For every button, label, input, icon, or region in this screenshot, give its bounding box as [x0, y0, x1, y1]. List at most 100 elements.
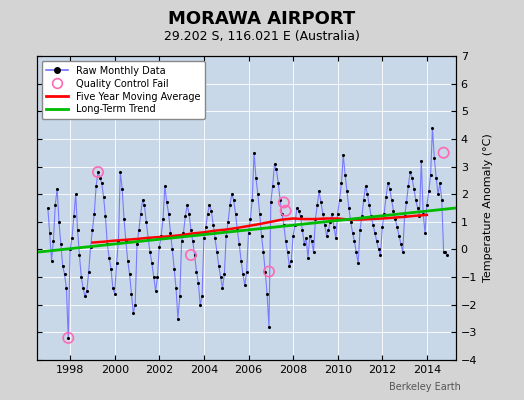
Point — [305, 232, 314, 239]
Point — [51, 202, 59, 208]
Point — [276, 196, 285, 203]
Point — [423, 202, 431, 208]
Point — [213, 249, 221, 256]
Point — [300, 241, 309, 247]
Point — [161, 183, 169, 189]
Point — [154, 274, 162, 280]
Point — [254, 191, 262, 197]
Point — [118, 186, 126, 192]
Point — [46, 230, 54, 236]
Point — [333, 210, 342, 217]
Point — [108, 285, 117, 291]
Point — [332, 235, 340, 242]
Point — [172, 285, 180, 291]
Point — [417, 158, 425, 164]
Point — [224, 219, 232, 225]
Point — [283, 249, 292, 256]
Point — [135, 227, 143, 233]
Point — [321, 221, 329, 228]
Point — [402, 199, 411, 206]
Point — [362, 183, 370, 189]
Point — [226, 202, 234, 208]
Point — [280, 221, 288, 228]
Point — [215, 263, 223, 269]
Point — [434, 191, 442, 197]
Point — [356, 227, 364, 233]
Point — [200, 235, 208, 242]
Point — [341, 172, 350, 178]
Point — [94, 169, 102, 175]
Point — [103, 241, 112, 247]
Point — [285, 263, 293, 269]
Point — [308, 238, 316, 244]
Point — [83, 288, 91, 294]
Point — [294, 208, 303, 214]
Point — [187, 227, 195, 233]
Point — [122, 238, 130, 244]
Point — [133, 241, 141, 247]
Point — [363, 191, 372, 197]
Point — [259, 249, 268, 256]
Point — [278, 210, 286, 217]
Point — [189, 238, 197, 244]
Point — [265, 268, 273, 275]
Point — [88, 227, 96, 233]
Point — [389, 208, 398, 214]
Point — [209, 221, 217, 228]
Legend: Raw Monthly Data, Quality Control Fail, Five Year Moving Average, Long-Term Tren: Raw Monthly Data, Quality Control Fail, … — [41, 61, 205, 119]
Point — [107, 266, 115, 272]
Point — [358, 213, 366, 220]
Point — [430, 155, 439, 162]
Point — [149, 274, 158, 280]
Point — [165, 210, 173, 217]
Point — [64, 335, 72, 341]
Point — [443, 252, 452, 258]
Point — [90, 210, 99, 217]
Point — [73, 227, 82, 233]
Point — [386, 186, 394, 192]
Point — [263, 290, 271, 297]
Point — [77, 274, 85, 280]
Point — [345, 205, 353, 211]
Point — [181, 213, 190, 220]
Point — [387, 196, 396, 203]
Point — [252, 174, 260, 181]
Point — [380, 210, 388, 217]
Point — [397, 241, 405, 247]
Point — [203, 210, 212, 217]
Point — [413, 205, 422, 211]
Point — [395, 232, 403, 239]
Point — [343, 188, 351, 195]
Point — [237, 257, 245, 264]
Point — [49, 238, 58, 244]
Point — [75, 252, 84, 258]
Point — [287, 257, 296, 264]
Point — [190, 252, 199, 258]
Point — [168, 246, 177, 253]
Point — [399, 249, 407, 256]
Point — [47, 257, 56, 264]
Point — [319, 210, 327, 217]
Point — [86, 244, 95, 250]
Point — [382, 194, 390, 200]
Point — [432, 174, 440, 181]
Point — [66, 246, 74, 253]
Point — [261, 268, 269, 275]
Point — [257, 232, 266, 239]
Point — [270, 160, 279, 167]
Point — [59, 263, 67, 269]
Point — [157, 232, 166, 239]
Point — [404, 183, 412, 189]
Point — [162, 199, 171, 206]
Point — [267, 199, 275, 206]
Point — [92, 183, 100, 189]
Point — [369, 221, 377, 228]
Point — [424, 188, 433, 195]
Point — [365, 202, 374, 208]
Point — [297, 213, 305, 220]
Point — [374, 246, 383, 253]
Point — [335, 196, 344, 203]
Point — [256, 210, 264, 217]
Point — [211, 235, 219, 242]
Point — [159, 216, 167, 222]
